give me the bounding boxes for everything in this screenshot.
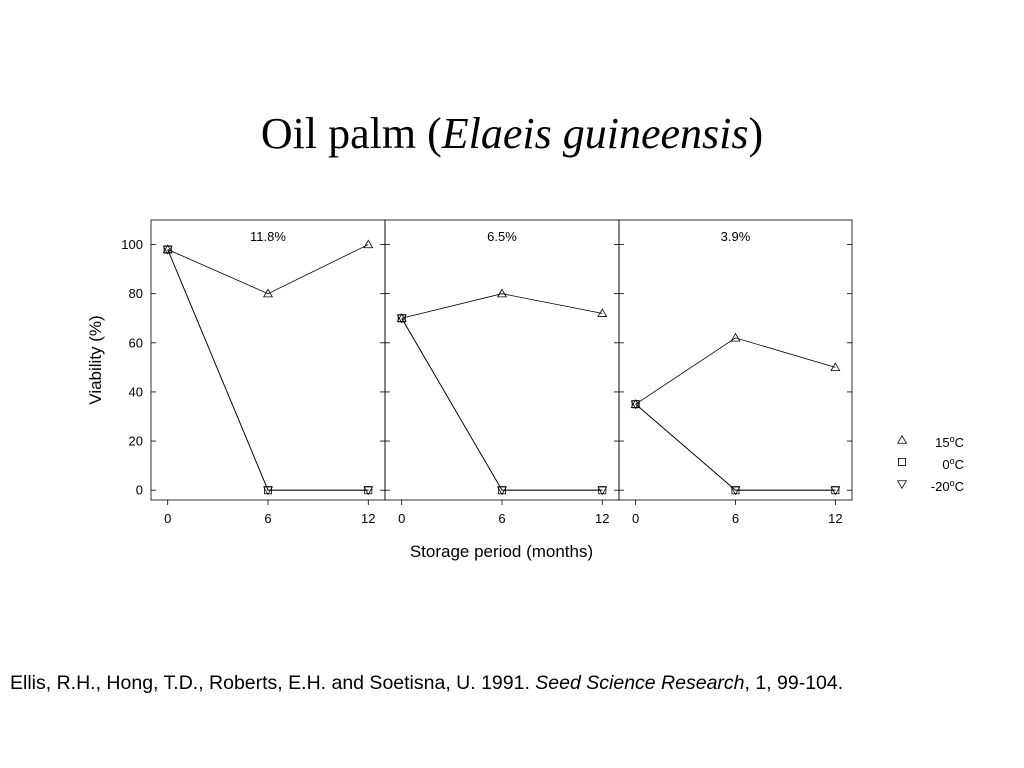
data-point-triangle-down [630, 400, 641, 410]
panel-frame-3 [618, 219, 853, 501]
series-line-triangle-up [401, 293, 603, 319]
citation-journal: Seed Science Research [535, 672, 745, 694]
data-point-triangle-up [830, 362, 841, 371]
data-point-triangle-up [497, 288, 507, 298]
data-point-triangle-down [497, 486, 507, 496]
x-tick-label-6: 6 [264, 511, 271, 526]
x-axis-label: Storage period (months) [410, 542, 593, 561]
data-point-triangle-down [597, 486, 608, 496]
legend-marker-square [898, 457, 907, 466]
data-point-triangle-down [730, 486, 741, 496]
legend-marker-triangle-down [897, 480, 907, 490]
data-point-triangle-up [263, 288, 273, 298]
x-tick-label-0: 0 [398, 511, 405, 526]
panel-label-1: 11.8% [250, 229, 286, 244]
data-point-triangle-up [363, 239, 374, 249]
y-tick-label-60: 60 [129, 335, 143, 350]
legend-label-square: 0oC [942, 456, 964, 472]
x-tick-label-0: 0 [164, 511, 171, 526]
x-tick-label-12: 12 [361, 511, 375, 526]
series-line-square [401, 318, 603, 491]
series-line-triangle-up [167, 244, 369, 295]
y-tick-label-40: 40 [129, 384, 143, 399]
data-point-triangle-down [162, 245, 173, 255]
citation: Ellis, R.H., Hong, T.D., Roberts, E.H. a… [10, 672, 1014, 695]
title-prefix: Oil palm ( [260, 109, 442, 158]
legend-marker-triangle-up [897, 434, 907, 444]
data-point-triangle-down [396, 314, 407, 324]
series-line-square [635, 403, 836, 491]
panel-frame-1 [150, 219, 386, 501]
data-point-triangle-down [830, 486, 841, 496]
series-line-triangle-down [635, 403, 836, 491]
citation-details: , 1, 99-104. [744, 672, 844, 694]
y-axis-label: Viability (%) [86, 315, 105, 404]
panel-label-3: 3.9% [721, 229, 751, 244]
citation-authors: Ellis, R.H., Hong, T.D., Roberts, E.H. a… [10, 672, 536, 694]
data-point-triangle-up [730, 332, 741, 342]
y-tick-label-100: 100 [121, 237, 143, 252]
title-suffix: ) [748, 109, 764, 158]
series-line-triangle-up [635, 337, 836, 405]
x-tick-label-12: 12 [828, 511, 842, 526]
x-tick-label-6: 6 [498, 511, 505, 526]
data-point-triangle-down [263, 486, 273, 496]
y-tick-label-80: 80 [129, 286, 143, 301]
legend-label-triangle-up: 15oC [935, 434, 964, 450]
title-species: Elaeis guineensis [441, 109, 749, 158]
y-tick-label-20: 20 [129, 434, 143, 449]
data-point-triangle-down [363, 486, 374, 496]
panel-label-2: 6.5% [487, 229, 517, 244]
series-line-triangle-down [167, 249, 369, 491]
x-tick-label-0: 0 [632, 511, 639, 526]
legend-label-triangle-down: -20oC [931, 478, 964, 494]
page-title: Oil palm (Elaeis guineensis) [0, 108, 1024, 159]
data-point-triangle-up [597, 308, 608, 317]
x-tick-label-6: 6 [732, 511, 739, 526]
series-line-triangle-down [401, 318, 603, 491]
y-tick-label-0: 0 [136, 483, 143, 498]
panel-frame-2 [384, 219, 620, 501]
series-line-square [167, 249, 369, 491]
x-tick-label-12: 12 [595, 511, 609, 526]
